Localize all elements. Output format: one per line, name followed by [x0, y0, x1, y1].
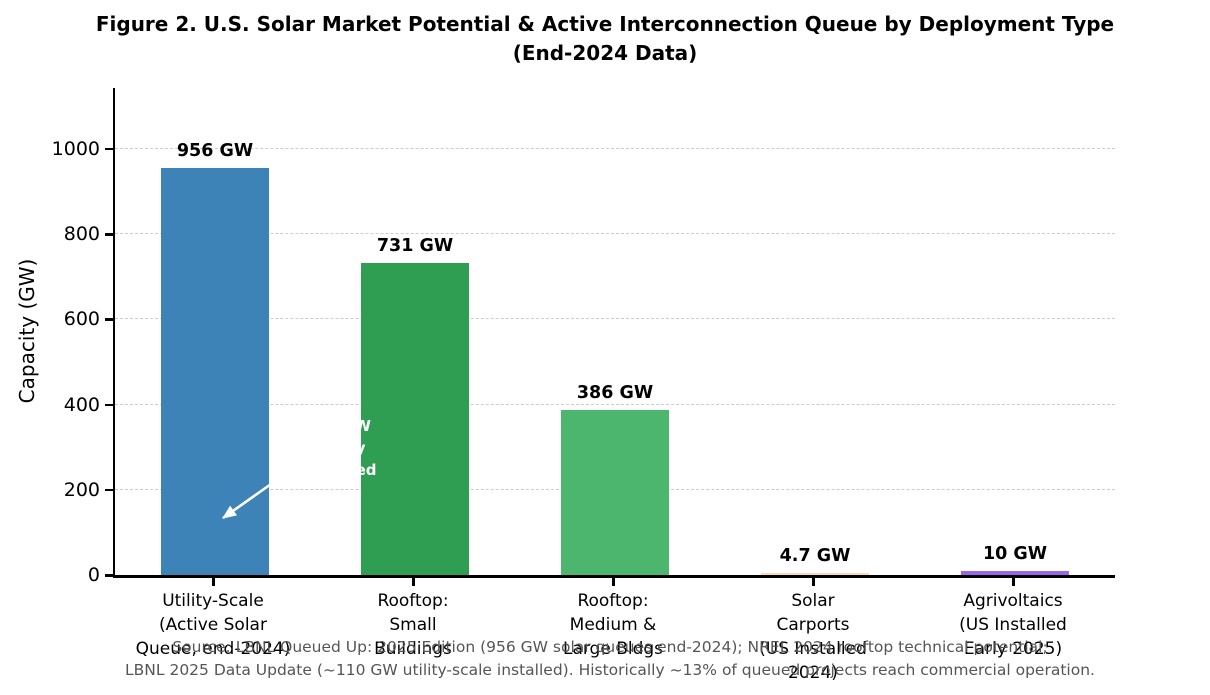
- y-tick-label-400: 400: [63, 393, 100, 416]
- y-tick-mark-600: [105, 318, 113, 321]
- x-tick-mark-5: [1012, 578, 1015, 586]
- x-tick-mark-2: [412, 578, 415, 586]
- bar-value-label-5: 10 GW: [982, 544, 1048, 564]
- gridline-600: [115, 318, 1115, 320]
- gridline-800: [115, 233, 1115, 235]
- bar-2: [361, 263, 469, 575]
- bar-1: [161, 168, 269, 575]
- chart-title: Figure 2. U.S. Solar Market Potential & …: [95, 12, 1115, 65]
- bar-value-label-1: 956 GW: [176, 141, 254, 161]
- y-tick-label-200: 200: [63, 478, 100, 501]
- gridline-1000: [115, 147, 1115, 149]
- y-tick-label-1000: 1000: [51, 137, 100, 160]
- y-tick-label-800: 800: [63, 223, 100, 246]
- gridline-400: [115, 403, 1115, 405]
- y-tick-mark-200: [105, 488, 113, 492]
- y-tick-mark-800: [105, 233, 113, 236]
- x-tick-label-2: Rooftop: Small Buildings: [374, 591, 452, 659]
- x-tick-mark-4: [812, 578, 815, 586]
- bar-4: [761, 573, 869, 575]
- y-tick-mark-0: [105, 574, 113, 577]
- y-tick-mark-400: [105, 403, 113, 407]
- source-caption: Source: LBNL Queued Up: 2025 Edition (95…: [125, 638, 1095, 679]
- y-axis-label: Capacity (GW): [15, 258, 39, 404]
- bar-3: [561, 410, 669, 575]
- y-tick-label-600: 600: [63, 308, 100, 331]
- x-tick-label-1: Utility-Scale (Active Solar Queue, end-2…: [135, 591, 291, 659]
- completion-annotation: ~124 GW actually completed: [287, 417, 377, 479]
- bar-value-label-2: 731 GW: [376, 236, 454, 256]
- bar-value-label-4: 4.7 GW: [779, 546, 851, 566]
- x-tick-mark-1: [212, 578, 215, 586]
- bar-5: [961, 571, 1069, 575]
- x-tick-label-5: Agrivoltaics (US Installed Early 2025): [959, 591, 1067, 659]
- y-tick-label-0: 0: [87, 564, 100, 586]
- y-tick-mark-1000: [105, 147, 113, 151]
- x-tick-mark-3: [612, 578, 615, 586]
- bar-value-label-3: 386 GW: [576, 383, 654, 403]
- x-tick-label-4: Solar Carports (US Installed 2024): [759, 591, 867, 683]
- plot-area: 956 GW 731 GW 386 GW 4.7 GW 10 GW: [113, 88, 1115, 578]
- x-tick-label-3: Rooftop: Medium & Large Bldgs: [562, 591, 664, 659]
